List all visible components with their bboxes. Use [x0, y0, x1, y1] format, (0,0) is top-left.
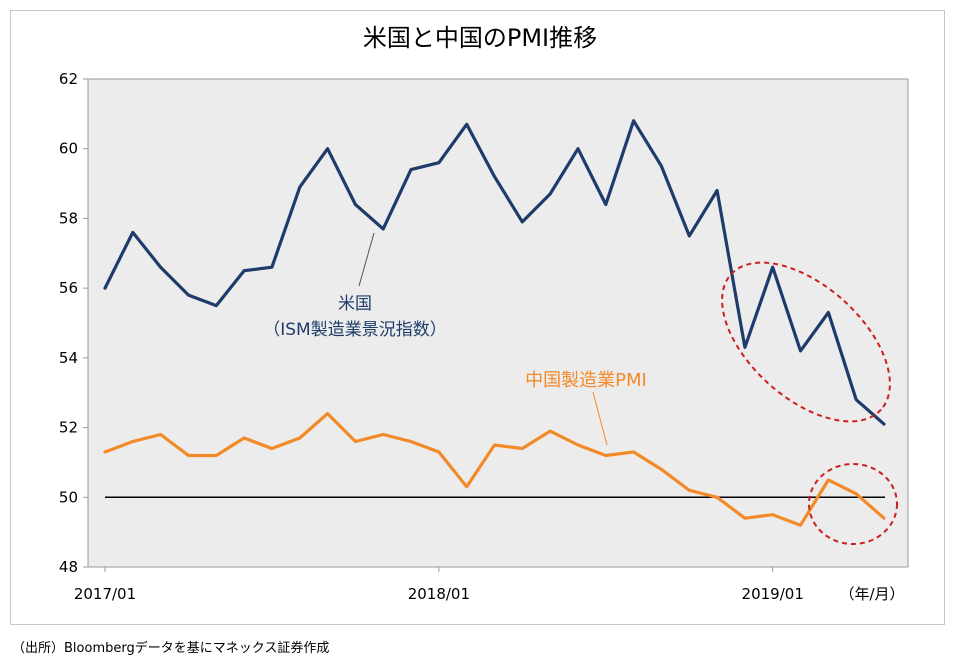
- highlight-us-decline: [721, 261, 891, 423]
- y-tick-label: 48: [59, 558, 78, 576]
- china-label-leader: [592, 391, 608, 446]
- plot-area: [87, 78, 909, 568]
- y-tick-label: 52: [59, 419, 78, 437]
- chart-title: 米国と中国のPMI推移: [362, 24, 598, 52]
- x-tick-label: 2017/01: [74, 585, 136, 603]
- source-note: （出所）Bloombergデータを基にマネックス証券作成: [12, 641, 330, 656]
- series-line-us: [103, 119, 886, 426]
- us-label-leader: [358, 232, 375, 287]
- y-tick-label: 62: [59, 70, 78, 88]
- x-tick-label: 2018/01: [408, 585, 470, 603]
- china-series-label: 中国製造業PMI: [525, 370, 647, 391]
- y-tick-label: 60: [59, 140, 78, 158]
- series-line-china: [103, 412, 886, 527]
- highlight-china-decline: [808, 463, 898, 545]
- y-tick-label: 58: [59, 209, 78, 227]
- x-tick-label: 2019/01: [742, 585, 804, 603]
- us-series-sublabel: （ISM製造業景況指数）: [263, 320, 446, 340]
- y-tick-label: 50: [59, 488, 78, 506]
- y-tick-label: 56: [59, 279, 78, 297]
- us-series-label: 米国: [338, 294, 372, 314]
- x-unit-label: （年/月）: [839, 585, 904, 603]
- y-tick-label: 54: [59, 349, 78, 367]
